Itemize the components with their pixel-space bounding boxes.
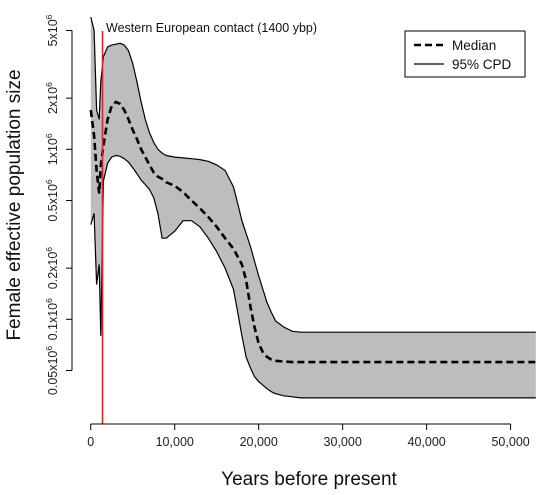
legend-median-label: Median	[452, 38, 496, 53]
cpd-upper-line	[90, 16, 536, 333]
y-axis-title: Female effective population size	[4, 69, 25, 340]
x-axis-title: Years before present	[221, 469, 397, 490]
x-tick-label: 0	[87, 435, 94, 449]
y-tick-label: 0.1x106	[44, 298, 60, 341]
y-tick-label: 0.05x106	[44, 346, 60, 395]
plot-area	[89, 16, 536, 424]
x-tick-label: 40,000	[408, 435, 446, 449]
y-tick-label: 0.5x106	[44, 179, 60, 222]
axes: 0 10,000 20,000 30,000 40,000 50,000 0.05x106 0…	[44, 14, 530, 449]
legend-box	[404, 30, 526, 78]
y-tick-label: 5x106	[44, 14, 60, 46]
x-tick-label: 20,000	[240, 435, 278, 449]
y-tick-label: 2x106	[44, 82, 60, 114]
legend-cpd-label: 95% CPD	[452, 57, 512, 72]
y-tick-label: 0.2x106	[44, 247, 60, 290]
x-tick-label: 10,000	[156, 435, 194, 449]
cpd-band	[90, 17, 536, 398]
legend: Median 95% CPD	[404, 30, 526, 78]
y-tick-label: 1x106	[44, 133, 60, 165]
cpd-lower-line	[90, 154, 536, 399]
median-line	[89, 100, 536, 364]
contact-annotation-label: Western European contact (1400 ybp)	[106, 21, 317, 35]
x-tick-label: 30,000	[324, 435, 362, 449]
x-tick-label: 50,000	[491, 435, 529, 449]
